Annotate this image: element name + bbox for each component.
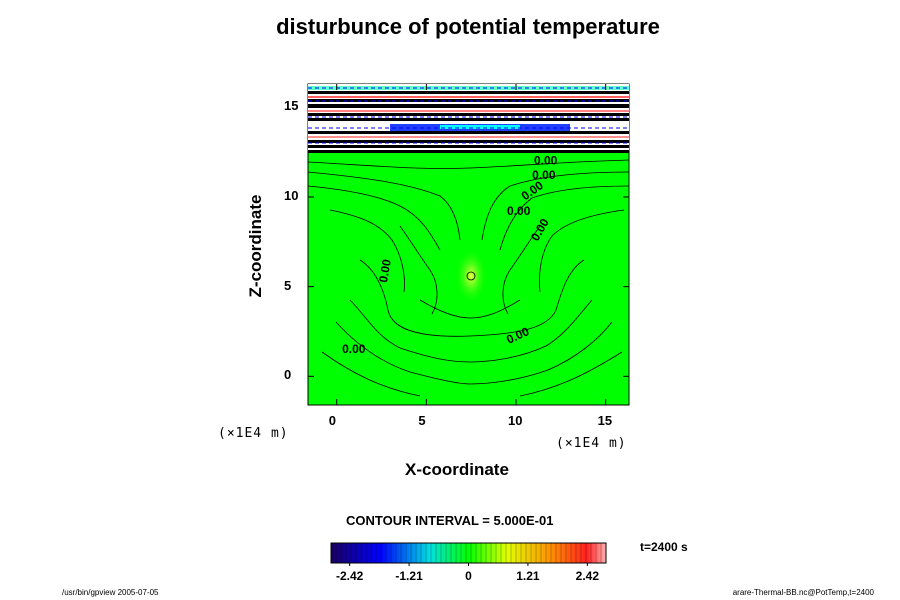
x-tick-label: 0 [328,413,336,428]
y-tick-label: 0 [284,367,292,383]
colorbar-tick-label: -2.42 [336,569,364,583]
y-tick-label: 15 [284,98,299,114]
colorbar-tick-label: 2.42 [576,569,600,583]
contour-lines [308,159,629,397]
y-axis-unit: (×1E4 m) [218,426,289,441]
colorbar-ticks: -2.42 -1.21 0 1.21 2.42 [336,563,599,583]
field-detail: 0.000.000.000.000.000.000.000.00 [308,84,629,397]
x-axis-unit: (×1E4 m) [556,436,627,451]
y-tick-label: 10 [284,187,299,203]
time-label: t=2400 s [640,540,688,554]
contour-label: 0.00 [507,204,531,218]
colorbar-tick-label: 0 [465,569,472,583]
x-axis-title: X-coordinate [405,460,509,479]
footer-command: /usr/bin/gpview 2005-07-05 [62,588,159,597]
page-title: disturbunce of potential temperature [276,14,660,39]
x-tick-label: 15 [597,413,613,428]
contour-interval-label: CONTOUR INTERVAL = 5.000E-01 [346,513,554,528]
contour-label: 0.00 [532,168,556,182]
colorbar-tick-label: 1.21 [516,569,540,583]
contour-label: 0.00 [376,258,394,284]
x-tick-label: 5 [418,413,426,428]
contour-label: 0.00 [342,342,366,356]
footer-source: arare-Thermal-BB.nc@PotTemp,t=2400 [732,588,874,597]
colorbar [330,542,607,564]
y-axis-title: Z-coordinate [246,194,265,298]
colorbar-divisions [335,543,602,563]
x-tick-label: 10 [508,413,523,428]
y-tick-label: 5 [284,277,292,293]
warm-anomaly [455,248,487,304]
axis-ticks [308,84,629,405]
colorbar-tick-label: -1.21 [395,569,423,583]
contour-label: 0.00 [534,154,558,168]
